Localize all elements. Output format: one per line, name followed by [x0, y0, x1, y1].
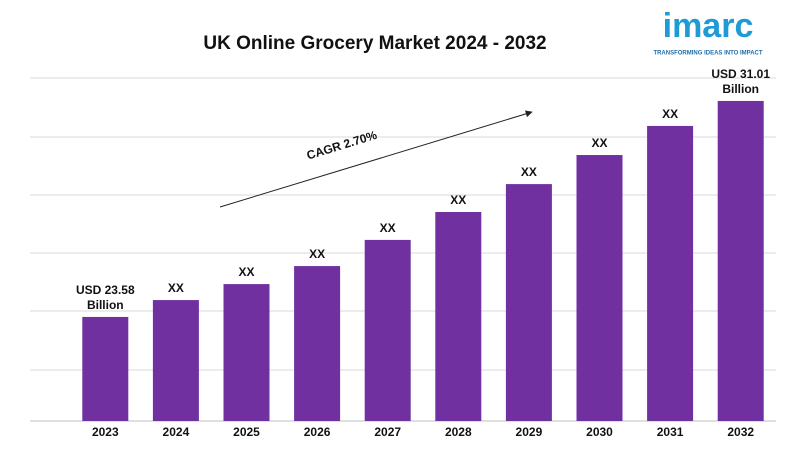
bar [435, 212, 482, 421]
bar [364, 239, 411, 421]
x-tick-label: 2028 [445, 425, 472, 439]
bar [294, 266, 341, 421]
x-tick-label: 2027 [374, 425, 401, 439]
bar [647, 125, 694, 422]
cagr-label: CAGR 2.70% [305, 128, 379, 163]
logo: imarc [663, 7, 754, 45]
bar [152, 300, 199, 421]
value-label: USD 23.58 Billion [75, 282, 135, 312]
value-label: XX [238, 265, 255, 280]
x-tick-label: 2026 [304, 425, 331, 439]
cagr-arrow [219, 110, 533, 208]
x-tick-label: 2025 [233, 425, 260, 439]
x-tick-label: 2024 [163, 425, 190, 439]
value-label: XX [591, 136, 608, 151]
logo-tagline: TRANSFORMING IDEAS INTO IMPACT [653, 51, 762, 57]
value-label: XX [450, 193, 467, 207]
value-label: XX [379, 220, 396, 235]
value-label: USD 31.01 Billion [711, 66, 771, 96]
x-tick-label: 2032 [727, 425, 754, 439]
bar [505, 184, 552, 421]
x-tick-label: 2030 [586, 425, 613, 439]
value-label: XX [167, 281, 184, 296]
value-label: XX [662, 106, 679, 121]
value-label: XX [520, 165, 537, 180]
bar [223, 284, 270, 421]
x-tick-label: 2031 [657, 425, 684, 439]
bar [717, 100, 764, 421]
bar [82, 316, 129, 421]
x-tick-label: 2023 [92, 425, 119, 439]
x-tick-label: 2029 [516, 425, 543, 439]
value-label: XX [309, 247, 326, 262]
bar [576, 155, 623, 421]
chart-title: UK Online Grocery Market 2024 - 2032 [203, 33, 546, 54]
